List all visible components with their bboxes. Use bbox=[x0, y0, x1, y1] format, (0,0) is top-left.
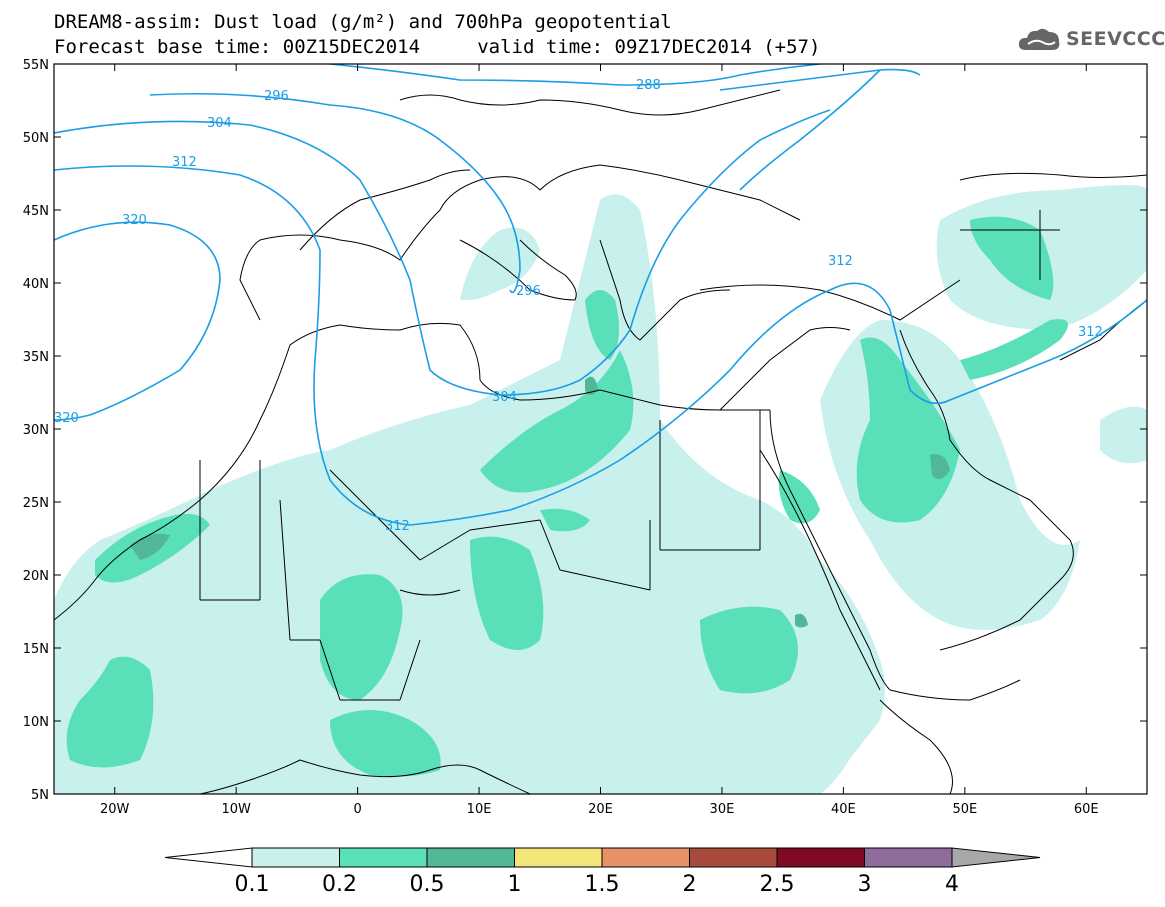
colorbar-level-label: 2 bbox=[682, 872, 697, 897]
lon-tick-label: 60E bbox=[1074, 802, 1099, 817]
cloud-icon bbox=[1018, 28, 1060, 50]
contour-label: 312 bbox=[828, 254, 853, 269]
contour-label: 312 bbox=[1078, 325, 1103, 340]
lat-tick-label: 5N bbox=[31, 788, 49, 803]
dust-shading bbox=[54, 185, 1147, 794]
logo-text: SEEVCCC bbox=[1066, 28, 1165, 50]
lon-tick-label: 20E bbox=[588, 802, 613, 817]
colorbar-bin bbox=[776, 847, 865, 868]
lon-tick-label: 10E bbox=[467, 802, 492, 817]
contour-label: 304 bbox=[492, 390, 517, 405]
longitude-axis: 20W 10W 0 10E 20E 30E 40E 50E 60E bbox=[100, 64, 1099, 817]
contour-label: 304 bbox=[207, 116, 232, 131]
colorbar-bin bbox=[251, 847, 340, 868]
lat-tick-label: 55N bbox=[23, 58, 49, 73]
colorbar-level-label: 0.1 bbox=[234, 872, 270, 897]
lat-tick-label: 20N bbox=[23, 569, 49, 584]
colorbar-bin bbox=[689, 847, 778, 868]
contour-label: 288 bbox=[636, 78, 661, 93]
lon-tick-label: 50E bbox=[952, 802, 977, 817]
lon-tick-label: 0 bbox=[353, 802, 361, 817]
colorbar-bin bbox=[339, 847, 428, 868]
lat-tick-label: 10N bbox=[23, 715, 49, 730]
contour-label: 296 bbox=[516, 284, 541, 299]
colorbar-level-label: 1 bbox=[507, 872, 522, 897]
contour-label: 320 bbox=[122, 213, 147, 228]
colorbar-level-label: 4 bbox=[945, 872, 959, 897]
lon-tick-label: 30E bbox=[710, 802, 735, 817]
lon-tick-label: 40E bbox=[831, 802, 856, 817]
colorbar-level-label: 0.2 bbox=[322, 872, 357, 897]
contour-label: 320 bbox=[54, 411, 79, 426]
seevccc-logo: SEEVCCC bbox=[1018, 26, 1165, 52]
lat-tick-label: 45N bbox=[23, 204, 49, 219]
colorbar-level-label: 3 bbox=[857, 872, 872, 897]
colorbar-bin bbox=[601, 847, 690, 868]
map-title: DREAM8-assim: Dust load (g/m²) and 700hP… bbox=[54, 11, 672, 33]
colorbar-bin bbox=[426, 847, 515, 868]
geopotential-contours bbox=[54, 64, 1147, 526]
contour-labels: 288 296 304 312 320 296 312 304 312 312 … bbox=[54, 78, 1103, 534]
coastlines bbox=[54, 89, 1147, 794]
colorbar bbox=[164, 847, 1041, 868]
contour-label: 296 bbox=[264, 89, 289, 104]
lat-tick-label: 30N bbox=[23, 423, 49, 438]
colorbar-bin bbox=[864, 847, 953, 868]
lat-tick-label: 25N bbox=[23, 496, 49, 511]
colorbar-level-label: 1.5 bbox=[584, 872, 620, 897]
forecast-times: Forecast base time: 00Z15DEC2014 valid t… bbox=[54, 36, 821, 58]
lat-tick-label: 50N bbox=[23, 131, 49, 146]
lat-tick-label: 40N bbox=[23, 277, 49, 292]
lon-tick-label: 10W bbox=[221, 802, 251, 817]
contour-label: 312 bbox=[172, 155, 197, 170]
colorbar-level-label: 0.5 bbox=[409, 872, 445, 897]
latitude-axis: 55N 50N 45N 40N 35N 30N 25N 20N 15N 10N 5N bbox=[23, 58, 1147, 803]
lat-tick-label: 15N bbox=[23, 642, 49, 657]
colorbar-over-triangle bbox=[951, 847, 1041, 868]
colorbar-level-label: 2.5 bbox=[759, 872, 795, 897]
contour-label: 312 bbox=[385, 519, 410, 534]
colorbar-bin bbox=[514, 847, 603, 868]
colorbar-under-triangle bbox=[164, 847, 253, 868]
lon-tick-label: 20W bbox=[100, 802, 130, 817]
lat-tick-label: 35N bbox=[23, 350, 49, 365]
